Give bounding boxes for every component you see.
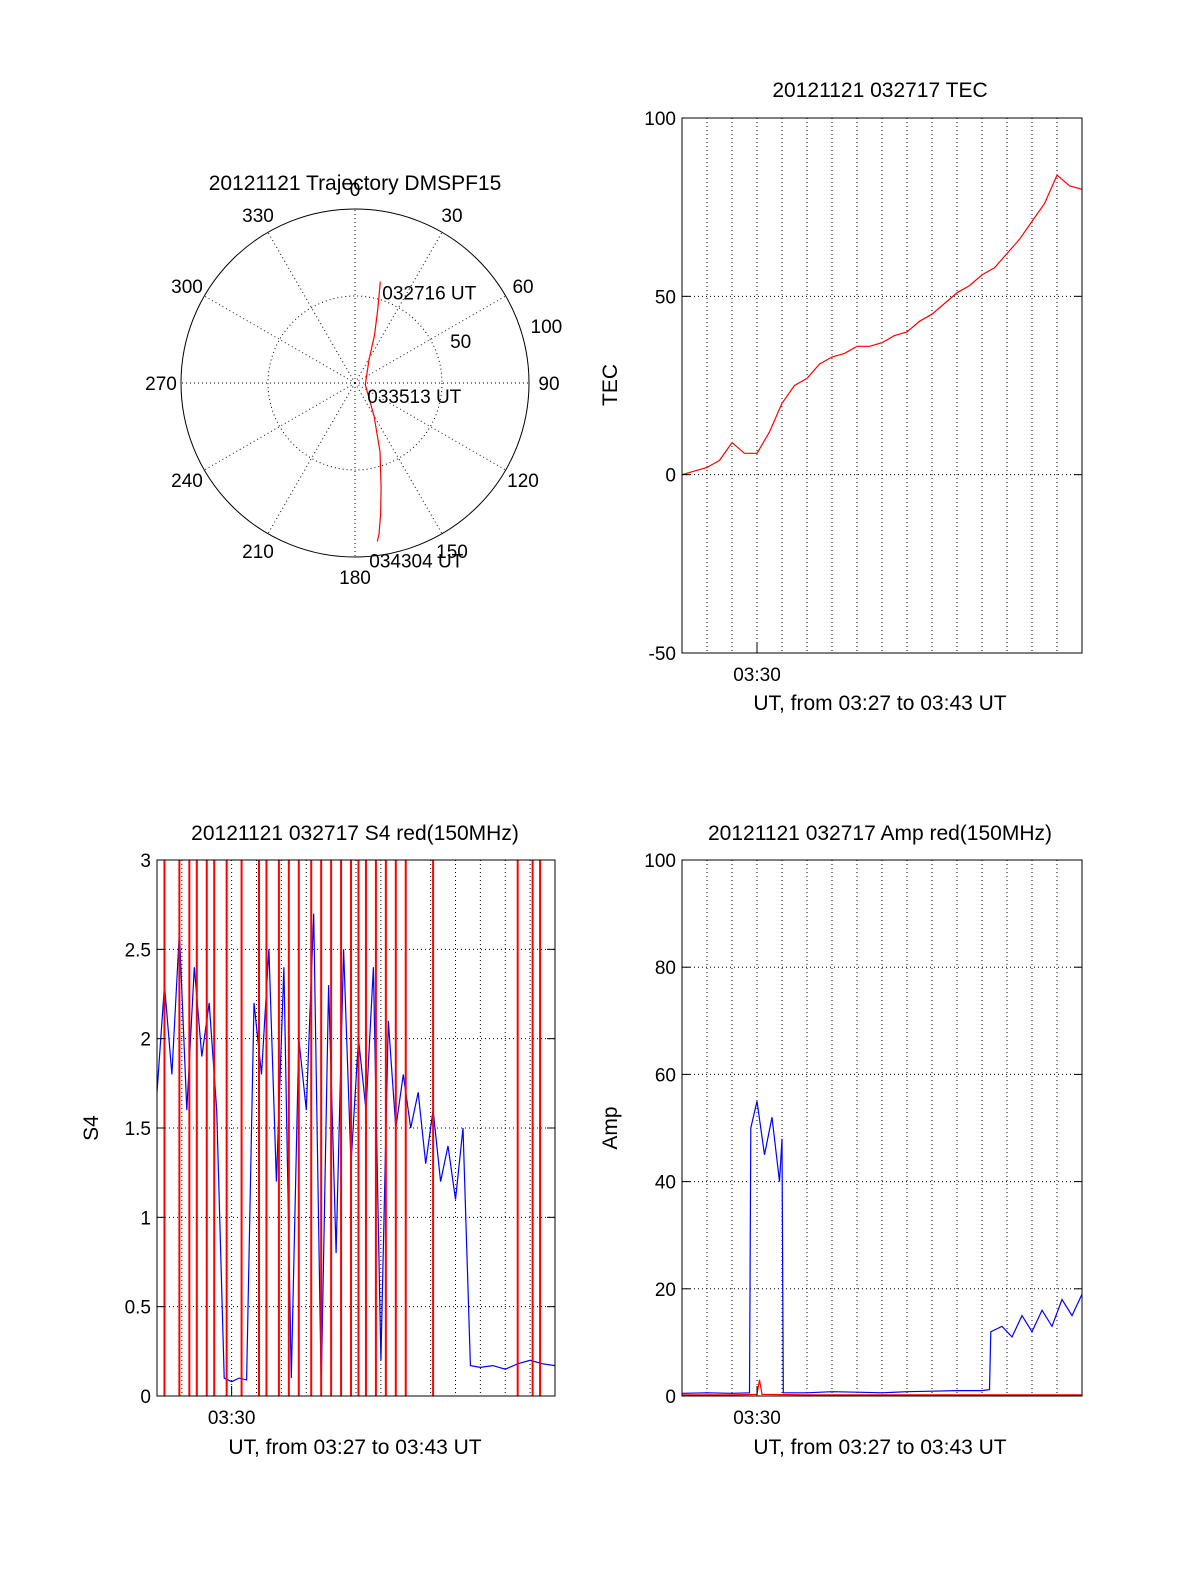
y-tick-label: 1: [140, 1208, 151, 1229]
polar-spoke-30: [354, 232, 443, 384]
polar-series: [364, 281, 382, 542]
x-tick-label: 03:30: [208, 1408, 256, 1429]
polar-azimuth-label: 180: [339, 568, 371, 589]
polar-spoke-210: [267, 382, 356, 534]
y-tick-label: -50: [649, 644, 676, 665]
trajectory-time-label: 034304 UT: [369, 552, 463, 573]
polar-azimuth-label: 90: [538, 374, 559, 395]
y-tick-label: 0: [140, 1387, 151, 1408]
amp-ticks: 0 20 40 60 80 100 03:30: [644, 851, 1082, 1429]
polar-azimuth-label: 60: [512, 277, 533, 298]
y-tick-label: 0.5: [125, 1298, 151, 1319]
trajectory-polar-plot: 20121121 Trajectory DMSPF15 0 30 60 90 120 15…: [145, 172, 562, 589]
y-tick-label: 0: [665, 1387, 676, 1408]
y-tick-label: 2: [140, 1030, 151, 1051]
amp-series: [681, 1101, 1083, 1396]
y-tick-label: 0: [665, 466, 676, 487]
polar-grid: [180, 208, 530, 558]
tec-ticks: -50 0 50 100 03:30: [644, 109, 1082, 686]
y-tick-label: 40: [655, 1173, 676, 1194]
y-tick-label: 2.5: [125, 940, 151, 961]
s4-title: 20121121 032717 S4 red(150MHz): [191, 822, 519, 845]
amp-grid: [682, 859, 1082, 1397]
s4-ticks: 0 0.5 1 1.5 2 2.5 3 03:30: [125, 851, 555, 1429]
s4-xlabel: UT, from 03:27 to 03:43 UT: [228, 1436, 481, 1459]
x-tick-label: 03:30: [733, 1408, 781, 1429]
trajectory-line: [364, 281, 382, 542]
y-tick-label: 80: [655, 958, 676, 979]
polar-ring-100: [180, 208, 530, 558]
tec-title: 20121121 032717 TEC: [772, 79, 987, 102]
y-tick-label: 50: [655, 287, 676, 308]
tec-plot: 20121121 032717 TEC -50 0 50 100 03:30 TEC U…: [599, 79, 1083, 715]
y-tick-label: 60: [655, 1065, 676, 1086]
polar-annotations: 032716 UT 033513 UT 034304 UT: [367, 284, 476, 573]
polar-azimuth-label: 30: [441, 206, 462, 227]
amp-ylabel: Amp: [599, 1106, 622, 1149]
tec-xlabel: UT, from 03:27 to 03:43 UT: [753, 692, 1006, 715]
amp-frame: [681, 859, 1083, 1397]
polar-radial-labels: 50 100: [450, 317, 562, 353]
polar-spoke-120: [354, 382, 506, 471]
polar-azimuth-label: 0: [350, 180, 361, 201]
polar-azimuth-label: 240: [171, 471, 203, 492]
tec-ylabel: TEC: [599, 364, 622, 406]
trajectory-time-label: 032716 UT: [382, 284, 476, 305]
tec-series: [681, 174, 1083, 476]
polar-azimuth-labels: 0 30 60 90 120 150 180 210 240 270 300 330: [145, 180, 559, 589]
polar-radial-label: 50: [450, 332, 471, 353]
y-tick-label: 100: [644, 109, 676, 130]
series-line: [681, 174, 1083, 476]
s4-ylabel: S4: [80, 1115, 103, 1141]
polar-spoke-300: [204, 295, 356, 384]
polar-azimuth-label: 120: [507, 471, 539, 492]
y-tick-label: 20: [655, 1280, 676, 1301]
amp-title: 20121121 032717 Amp red(150MHz): [708, 822, 1052, 845]
polar-azimuth-label: 210: [242, 542, 274, 563]
polar-azimuth-label: 150: [436, 542, 468, 563]
series-line: [681, 1101, 1083, 1394]
s4-plot: 20121121 032717 S4 red(150MHz) 0 0.5 1 1.5 2…: [80, 822, 556, 1459]
series-line: [682, 1379, 1082, 1396]
y-tick-label: 100: [644, 851, 676, 872]
tec-grid: [682, 117, 1082, 654]
polar-spoke-60: [354, 295, 506, 384]
polar-azimuth-label: 300: [171, 277, 203, 298]
polar-radial-label: 100: [531, 317, 563, 338]
amp-plot: 20121121 032717 Amp red(150MHz) 0 20 40 60 8…: [599, 822, 1083, 1459]
trajectory-time-label: 033513 UT: [367, 387, 461, 408]
x-tick-label: 03:30: [733, 665, 781, 686]
series-line: [156, 913, 556, 1388]
amp-xlabel: UT, from 03:27 to 03:43 UT: [753, 1436, 1006, 1459]
polar-title: 20121121 Trajectory DMSPF15: [209, 172, 502, 195]
tec-frame: [681, 117, 1083, 654]
polar-spoke-330: [267, 232, 356, 384]
y-tick-label: 1.5: [125, 1119, 151, 1140]
polar-azimuth-label: 270: [145, 374, 177, 395]
y-tick-label: 3: [140, 851, 151, 872]
polar-spoke-240: [204, 382, 356, 471]
polar-azimuth-label: 330: [242, 206, 274, 227]
polar-spoke-150: [354, 382, 443, 534]
polar-ring-50: [267, 295, 443, 471]
